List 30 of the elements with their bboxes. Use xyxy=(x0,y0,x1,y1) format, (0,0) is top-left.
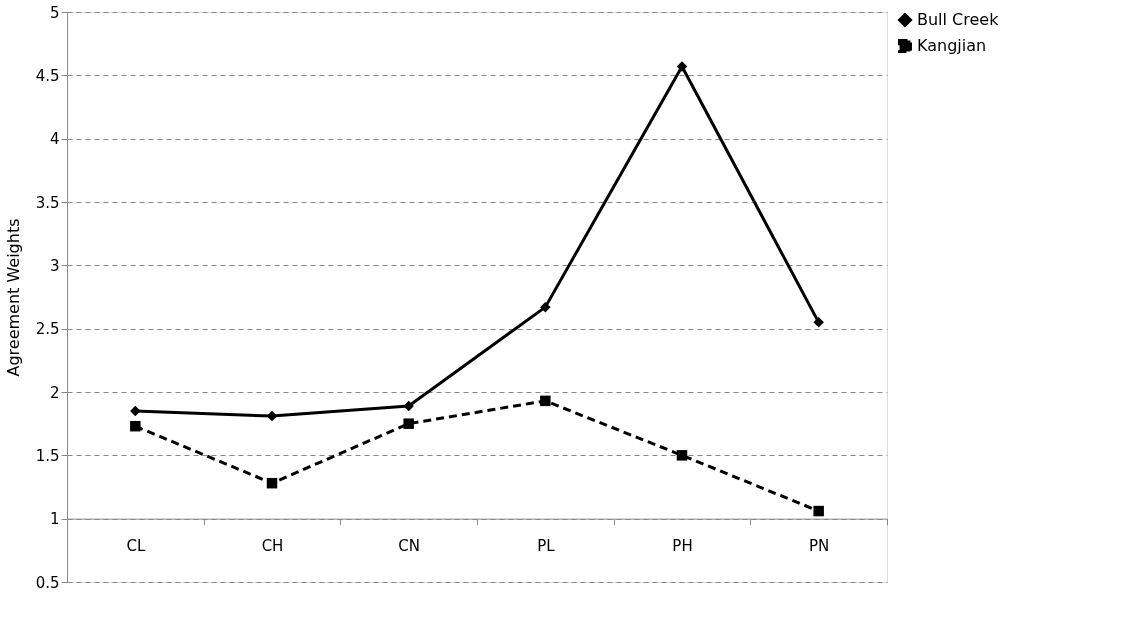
point xyxy=(130,420,141,432)
y-tick-label: 1.5 xyxy=(35,446,60,465)
x-tick-label: CH xyxy=(261,537,284,556)
y-tick-label: 2.5 xyxy=(35,320,60,339)
y-axis-title: Agreement Weights xyxy=(3,218,23,377)
point xyxy=(676,61,688,72)
y-tick-label: 1 xyxy=(49,510,60,529)
y-tick-label: 3.5 xyxy=(35,193,60,212)
point xyxy=(130,405,141,417)
point xyxy=(540,395,551,407)
legend-label: Bull Creek xyxy=(917,10,1000,29)
y-tick-label: 2 xyxy=(49,383,60,402)
y-tick-label: 4 xyxy=(49,130,60,149)
y-tick-label: 5 xyxy=(49,3,60,22)
x-tick-label: PN xyxy=(809,537,830,556)
x-tick-label: CL xyxy=(126,537,146,556)
point xyxy=(813,317,824,328)
y-tick-label: 0.5 xyxy=(35,573,60,592)
legend-label: Kangjian xyxy=(917,36,987,55)
point xyxy=(266,477,278,489)
point xyxy=(676,450,688,461)
point xyxy=(403,400,414,412)
y-tick-label: 3 xyxy=(49,256,60,275)
point xyxy=(403,418,414,429)
point xyxy=(813,505,824,517)
point xyxy=(540,301,551,313)
x-tick-label: PH xyxy=(672,537,693,556)
x-tick-label: CN xyxy=(398,537,421,556)
y-tick-label: 4.5 xyxy=(35,66,60,85)
x-tick-label: PL xyxy=(537,537,556,556)
